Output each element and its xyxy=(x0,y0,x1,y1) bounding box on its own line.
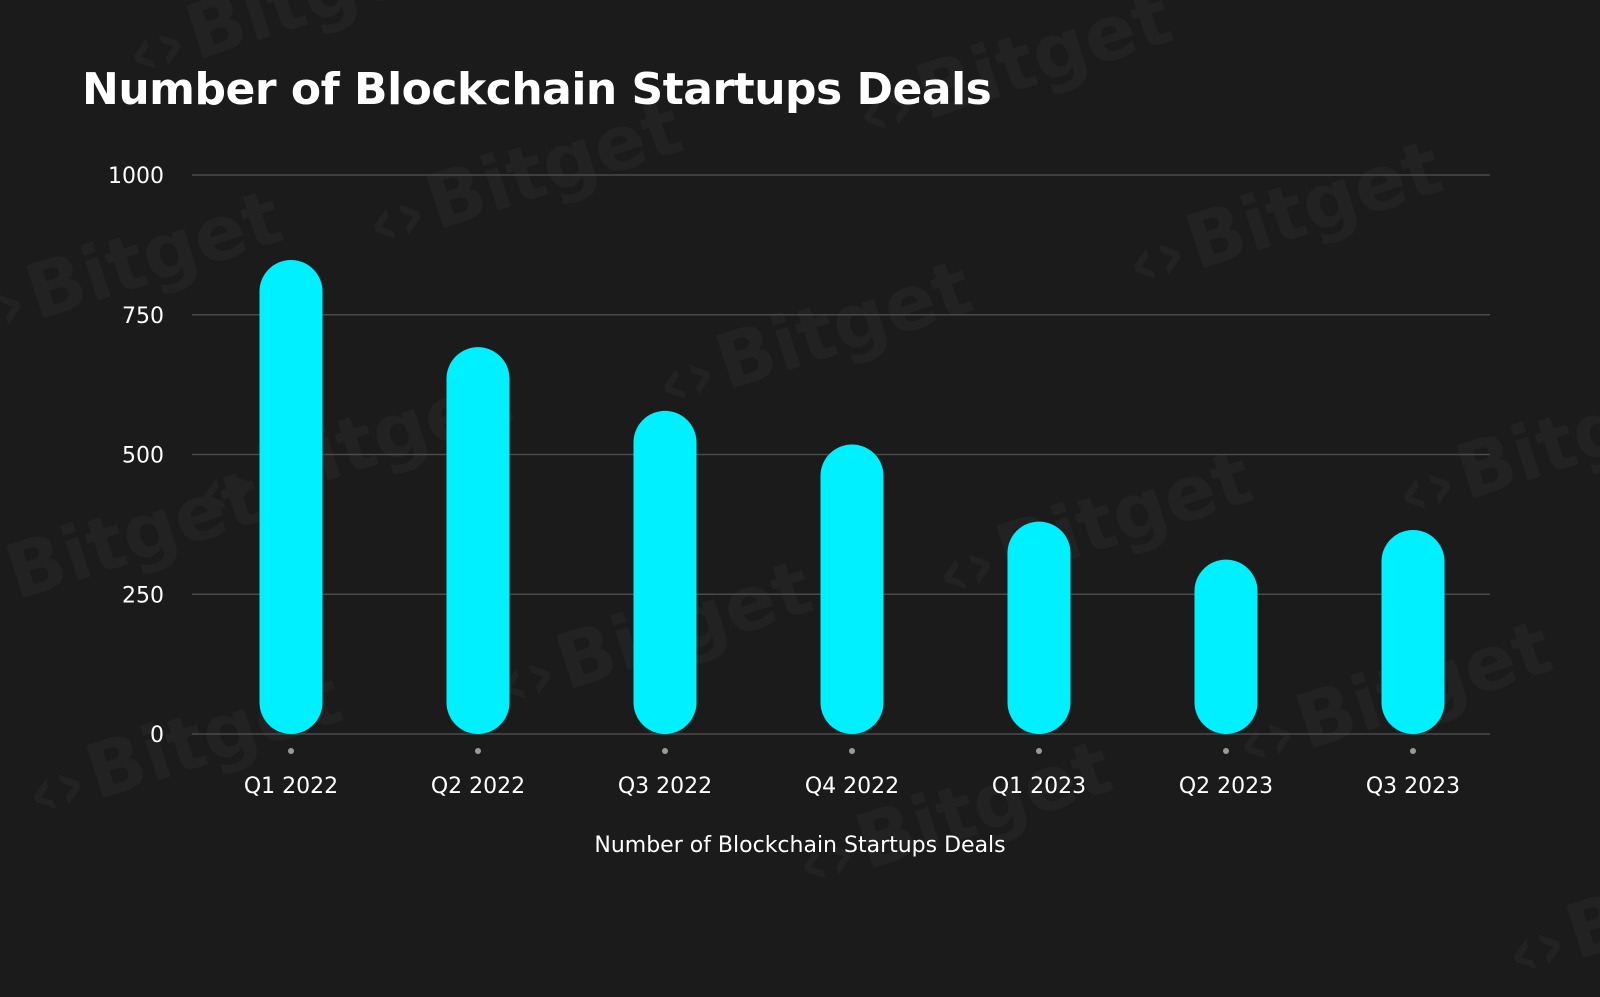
y-tick-label: 750 xyxy=(122,304,164,329)
x-tick-dot xyxy=(1410,748,1416,754)
x-tick-dot xyxy=(1223,748,1229,754)
bar xyxy=(820,444,884,734)
x-tick-dot xyxy=(1036,748,1042,754)
x-axis-label: Number of Blockchain Startups Deals xyxy=(594,833,1006,858)
bar xyxy=(1194,559,1258,734)
bar xyxy=(633,410,697,734)
y-tick-label: 1000 xyxy=(108,164,164,189)
x-tick-label: Q1 2022 xyxy=(244,774,338,799)
y-tick-label: 0 xyxy=(150,723,164,748)
bitget-logo-icon: ‹› xyxy=(1496,900,1577,997)
x-tick-label: Q1 2023 xyxy=(992,774,1086,799)
x-tick-label: Q3 2023 xyxy=(1366,774,1460,799)
bar xyxy=(1007,521,1071,734)
x-tick-label: Q2 2023 xyxy=(1179,774,1273,799)
bar xyxy=(446,347,510,734)
x-tick-label: Q3 2022 xyxy=(618,774,712,799)
chart-title: Number of Blockchain Startups Deals xyxy=(82,64,992,115)
x-tick-label: Q4 2022 xyxy=(805,774,899,799)
x-tick-dot xyxy=(662,748,668,754)
x-tick-dot xyxy=(849,748,855,754)
bar xyxy=(1381,529,1445,734)
x-tick-label: Q2 2022 xyxy=(431,774,525,799)
bar-chart: 0 250 500 750 1000 Q1 2022 Q2 2022 Q3 2022 Q4 20… xyxy=(108,164,1490,799)
bar xyxy=(259,259,323,734)
x-tick-dot xyxy=(288,748,294,754)
y-tick-label: 500 xyxy=(122,444,164,469)
y-tick-label: 250 xyxy=(122,583,164,608)
x-tick-dot xyxy=(475,748,481,754)
